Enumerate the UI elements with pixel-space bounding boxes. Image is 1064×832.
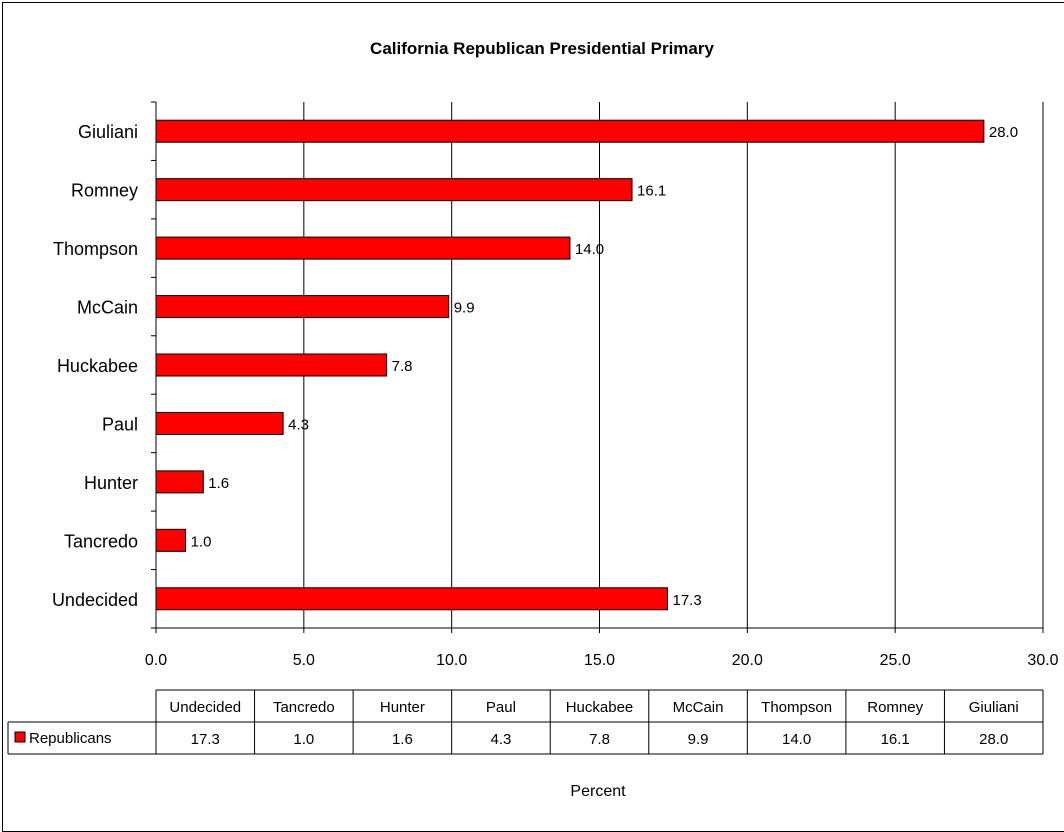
- table-value-cell: 9.9: [688, 731, 709, 748]
- bar: [155, 470, 204, 494]
- table-header-cell: Huckabee: [566, 699, 634, 716]
- x-tick-label: 25.0: [880, 652, 911, 669]
- x-tick-label: 20.0: [732, 652, 763, 669]
- table-value-cell: 7.8: [589, 731, 610, 748]
- category-label: Huckabee: [57, 356, 138, 376]
- table-value-cell: 16.1: [881, 731, 910, 748]
- table-header-cell: Thompson: [761, 699, 832, 716]
- bar: [155, 119, 985, 143]
- data-label: 16.1: [637, 183, 666, 200]
- bar: [155, 353, 388, 377]
- bar: [155, 236, 571, 260]
- legend-swatch: [14, 731, 26, 743]
- data-label: 1.0: [191, 533, 212, 550]
- table-header-cell: Giuliani: [969, 699, 1019, 716]
- table-value-cell: 1.6: [392, 731, 413, 748]
- table-value-cell: 1.0: [293, 731, 314, 748]
- data-label: 14.0: [575, 241, 604, 258]
- x-axis-title: Percent: [570, 783, 626, 800]
- category-label: Romney: [71, 181, 138, 201]
- table-header-cell: Romney: [867, 699, 923, 716]
- bar: [155, 411, 284, 435]
- table-value-cell: 4.3: [491, 731, 512, 748]
- table-header-cell: Paul: [486, 699, 516, 716]
- data-label: 7.8: [392, 358, 413, 375]
- x-tick-label: 10.0: [436, 652, 467, 669]
- category-label: Paul: [102, 414, 138, 434]
- category-label: Undecided: [52, 590, 138, 610]
- bar: [155, 528, 187, 552]
- legend-label: Republicans: [29, 730, 112, 747]
- x-tick-label: 0.0: [145, 652, 167, 669]
- x-tick-label: 15.0: [584, 652, 615, 669]
- category-label: Tancredo: [64, 531, 138, 551]
- bar: [155, 587, 669, 611]
- table-header-cell: McCain: [673, 699, 724, 716]
- bar: [155, 178, 633, 202]
- category-label: McCain: [77, 298, 138, 318]
- x-tick-label: 5.0: [293, 652, 315, 669]
- data-label: 1.6: [208, 475, 229, 492]
- bar: [155, 295, 450, 319]
- table-header-cell: Hunter: [380, 699, 425, 716]
- data-label: 9.9: [454, 300, 475, 317]
- table-value-cell: 28.0: [979, 731, 1008, 748]
- table-header-cell: Undecided: [169, 699, 241, 716]
- category-label: Giuliani: [78, 122, 138, 142]
- category-label: Hunter: [84, 473, 138, 493]
- chart-title: California Republican Presidential Prima…: [370, 39, 714, 58]
- category-label: Thompson: [53, 239, 138, 259]
- data-label: 28.0: [989, 124, 1018, 141]
- table-header-cell: Tancredo: [273, 699, 335, 716]
- data-label: 17.3: [673, 592, 702, 609]
- table-value-cell: 17.3: [191, 731, 220, 748]
- table-value-cell: 14.0: [782, 731, 811, 748]
- data-label: 4.3: [288, 416, 309, 433]
- x-tick-label: 30.0: [1027, 652, 1058, 669]
